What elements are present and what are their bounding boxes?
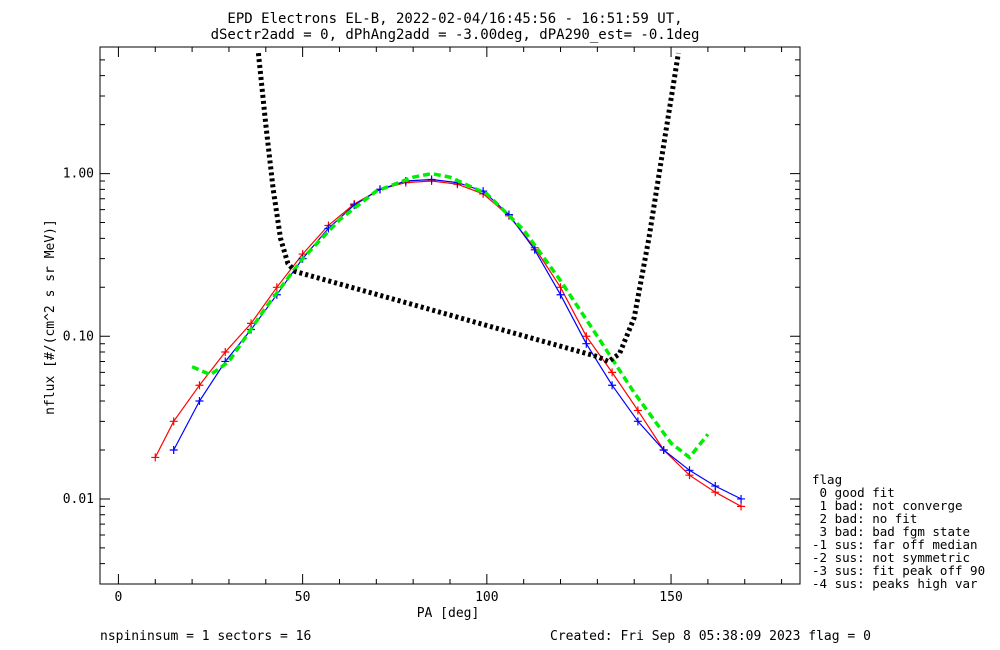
y-tick-label: 0.01 [63,492,94,507]
x-axis-label: PA [deg] [417,606,480,621]
data-point [582,339,591,348]
data-point [633,417,642,426]
legend-title: flag [812,472,842,487]
data-point [556,290,565,299]
legend-item: 2 bad: no fit [812,511,917,526]
legend-item: 3 bad: bad fgm state [812,524,970,539]
data-point [608,368,617,377]
data-layer [151,52,746,511]
data-point [633,406,642,415]
x-tick-label: 100 [475,590,498,605]
series-3 [255,52,681,365]
x-tick-label: 0 [115,590,123,605]
data-point [169,445,178,454]
data-point [659,445,668,454]
series-1-line [173,178,742,500]
data-point [737,502,746,511]
legend-item: -3 sus: fit peak off 90 [812,563,985,578]
y-tick-label: 1.00 [63,167,94,182]
data-point [169,417,178,426]
series-0 [151,177,746,511]
series-3-line [255,52,681,365]
x-tick-label: 150 [659,590,682,605]
data-point [685,466,694,475]
data-point [711,482,720,491]
footer-left: nspininsum = 1 sectors = 16 [100,629,311,644]
series-1 [169,175,746,503]
data-point [221,348,230,357]
axes-layer: 0 50 100 150 0.01 0.10 1.00 [63,46,801,605]
data-point [195,396,204,405]
data-point [608,381,617,390]
chart-subtitle: dSectr2add = 0, dPhAng2add = -3.00deg, d… [211,27,700,43]
flag-legend: flag 0 good fit 1 bad: not converge 2 ba… [812,472,985,591]
legend-item: -2 sus: not symmetric [812,550,970,565]
footer-right: Created: Fri Sep 8 05:38:09 2023 flag = … [550,629,871,644]
data-point [151,453,160,462]
x-tick-label: 50 [295,590,311,605]
y-tick-label: 0.10 [63,329,94,344]
y-axis-label: nflux [#/(cm^2 s sr MeV)] [43,219,58,415]
legend-item: 0 good fit [812,485,895,500]
legend-item: -4 sus: peaks high var [812,576,978,591]
data-point [195,381,204,390]
chart-title: EPD Electrons EL-B, 2022-02-04/16:45:56 … [227,11,682,27]
legend-item: -1 sus: far off median [812,537,978,552]
series-0-line [154,180,742,507]
data-point [737,494,746,503]
data-point [427,175,436,184]
legend-item: 1 bad: not converge [812,498,963,513]
data-point [582,332,591,341]
